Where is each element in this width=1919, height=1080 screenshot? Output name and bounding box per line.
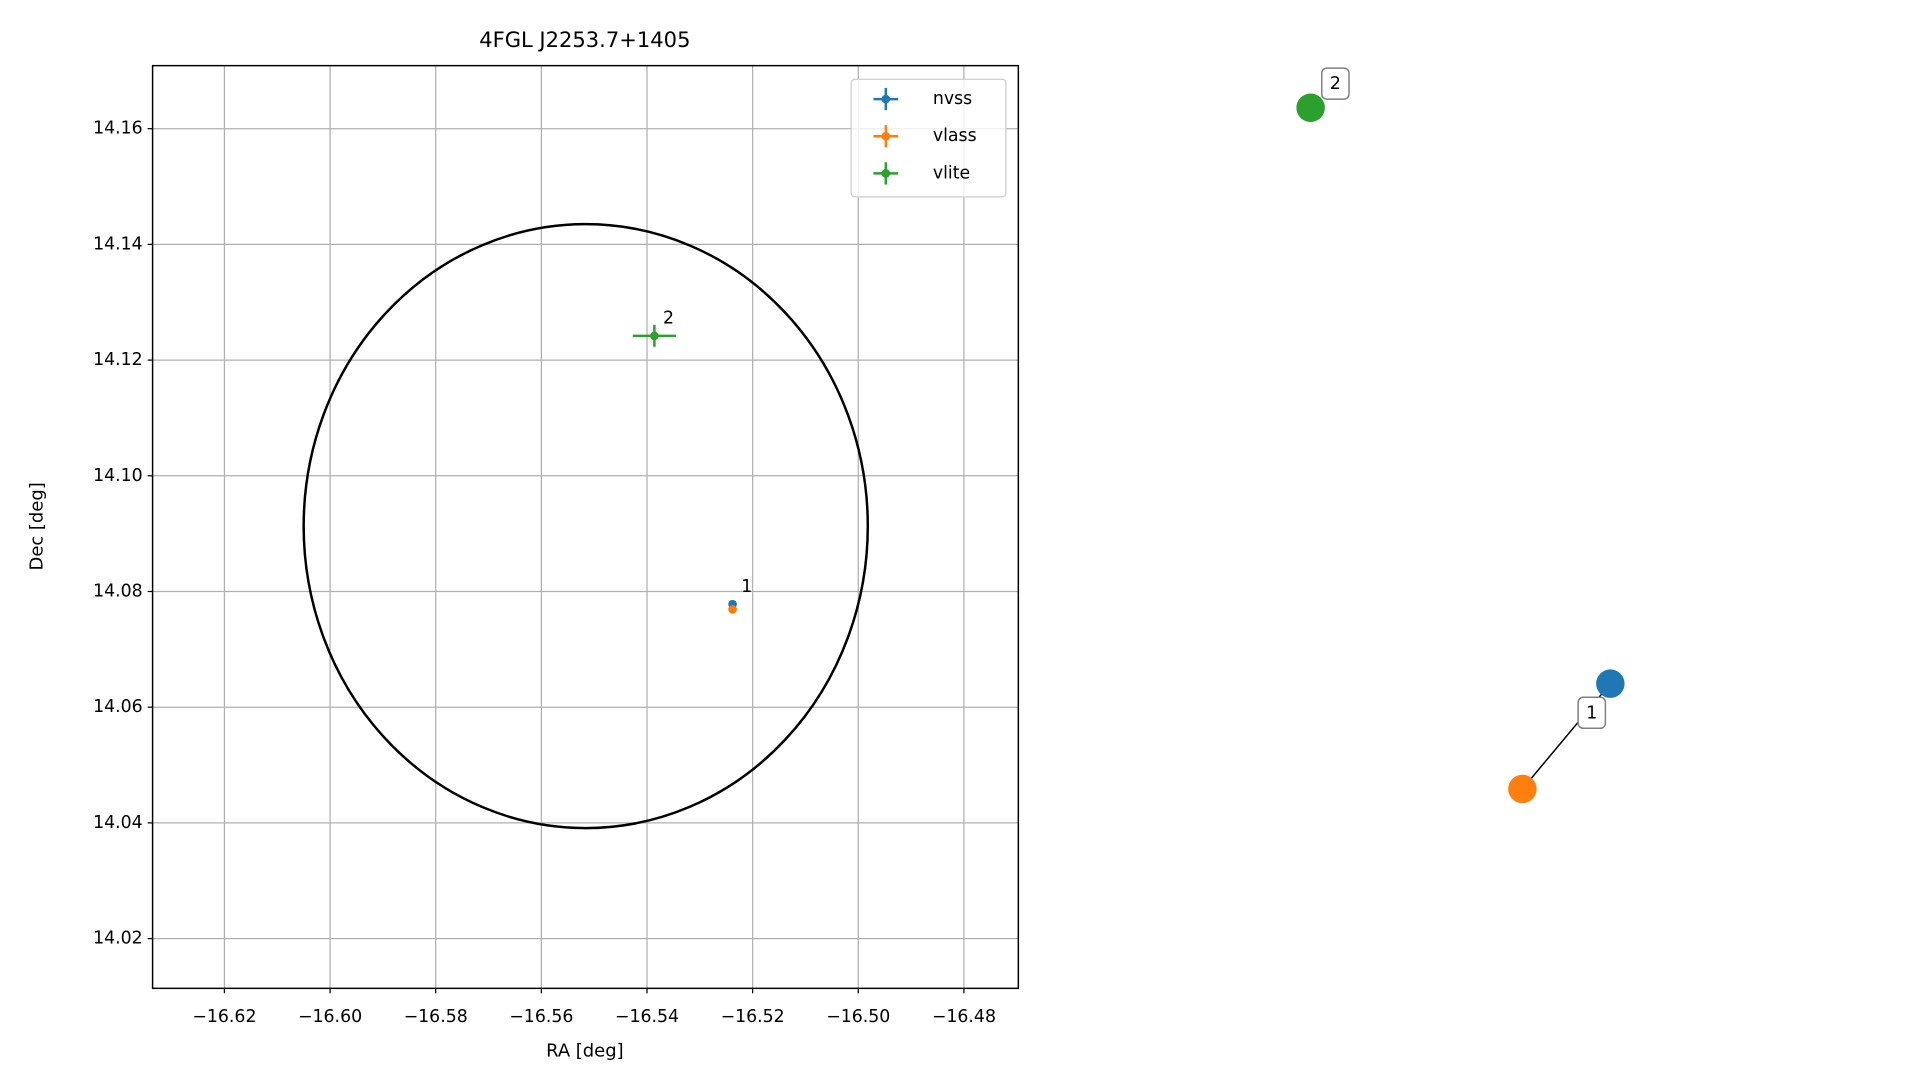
legend-label: vlite [933, 163, 970, 183]
plot-frame [151, 64, 1020, 990]
chart-title: 4FGL J2253.7+1405 [479, 27, 690, 52]
node [1508, 774, 1537, 804]
x-tick-label: −16.62 [192, 1007, 256, 1027]
y-tick-label: 14.12 [93, 350, 143, 370]
legend-box [850, 78, 1007, 198]
region-circle [302, 222, 870, 830]
x-tick-label: −16.50 [826, 1007, 890, 1027]
x-tick-label: −16.60 [298, 1007, 362, 1027]
x-tick-label: −16.48 [932, 1007, 996, 1027]
y-tick-label: 14.10 [93, 466, 143, 486]
annotation: 1 [741, 577, 752, 597]
legend-label: nvss [933, 89, 972, 109]
x-tick-label: −16.52 [721, 1007, 785, 1027]
group-label: 1 [1586, 703, 1597, 723]
x-tick-label: −16.54 [615, 1007, 679, 1027]
legend-marker [881, 131, 891, 141]
y-tick-label: 14.06 [93, 697, 143, 717]
group-label: 2 [1330, 74, 1341, 94]
y-tick-label: 14.14 [93, 234, 143, 254]
annotation: 2 [663, 308, 674, 328]
legend-label: vlass [933, 126, 977, 146]
node [1296, 93, 1325, 122]
group-label-box [1577, 696, 1607, 729]
y-tick-label: 14.04 [93, 813, 143, 833]
x-tick-label: −16.58 [404, 1007, 468, 1027]
point [650, 331, 659, 341]
x-axis-label: RA [deg] [546, 1041, 624, 1062]
point [728, 605, 737, 614]
legend-marker [881, 94, 891, 104]
y-axis-label: Dec [deg] [26, 482, 47, 570]
y-tick-label: 14.08 [93, 581, 143, 601]
legend-marker [881, 169, 891, 178]
group-label-box [1321, 67, 1350, 100]
y-tick-label: 14.16 [93, 119, 143, 139]
node [1596, 669, 1625, 698]
x-tick-label: −16.56 [509, 1007, 573, 1027]
y-tick-label: 14.02 [93, 929, 143, 949]
